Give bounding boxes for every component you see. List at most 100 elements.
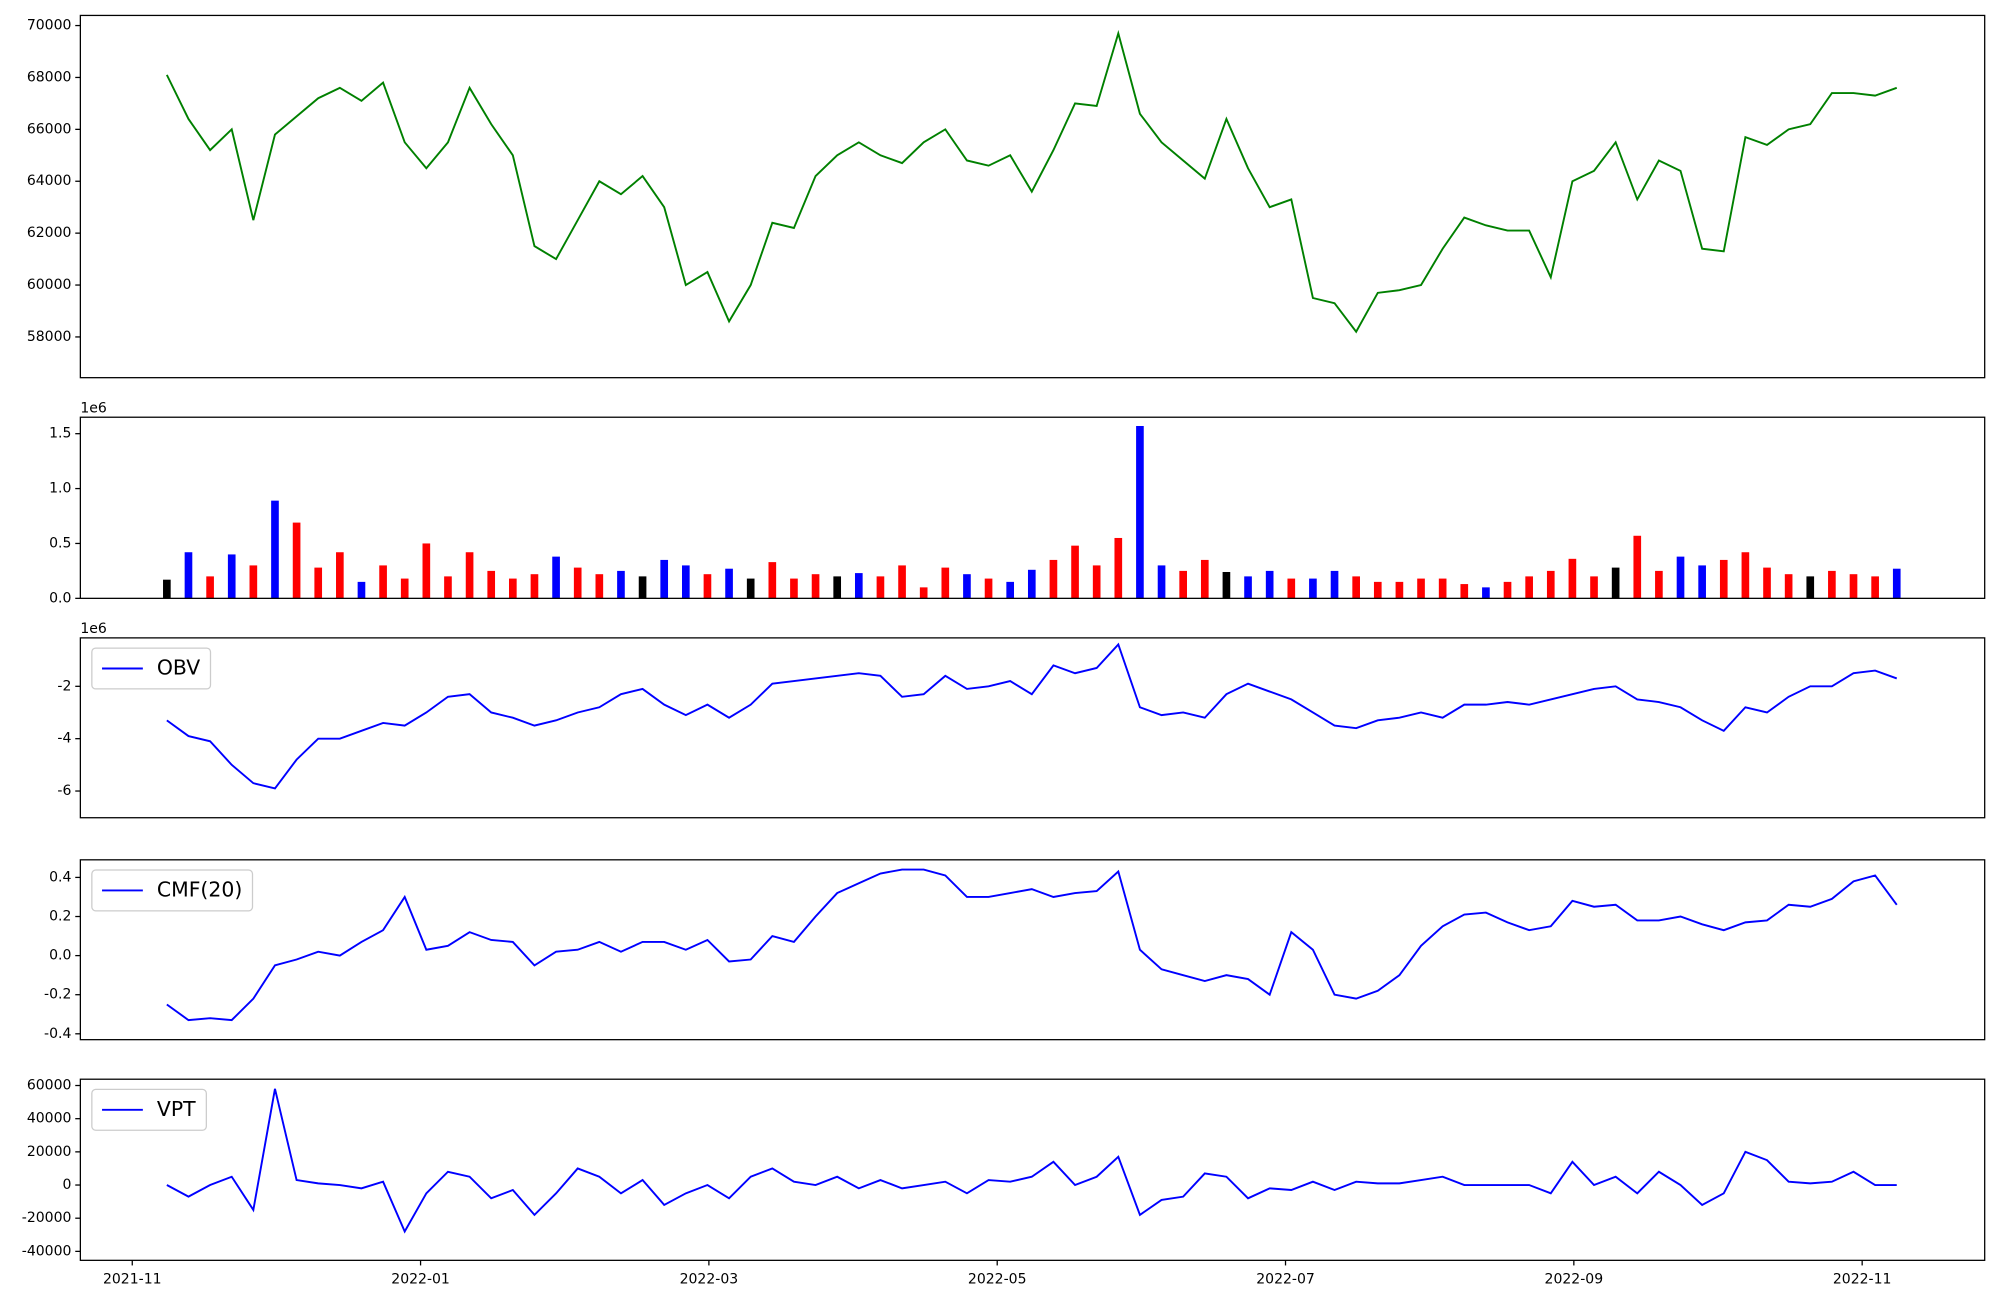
bar xyxy=(1806,576,1815,599)
bar xyxy=(292,522,301,599)
y-tick-label: 68000 xyxy=(27,69,72,85)
legend-label: CMF(20) xyxy=(157,877,242,901)
y-tick-label: -2 xyxy=(57,678,71,694)
bar xyxy=(876,576,885,599)
bar xyxy=(357,581,366,599)
bar xyxy=(1633,535,1642,599)
bar xyxy=(1395,581,1404,599)
x-tick-label: 2021-11 xyxy=(103,1271,162,1287)
y-tick-label: 64000 xyxy=(27,173,72,189)
bar xyxy=(249,565,258,599)
bar xyxy=(1784,574,1793,599)
legend-label: VPT xyxy=(157,1097,196,1121)
bar xyxy=(530,574,539,599)
bar xyxy=(487,570,496,599)
bar xyxy=(1871,576,1879,599)
bar xyxy=(422,543,431,599)
bar xyxy=(1698,565,1706,599)
bar xyxy=(1655,570,1663,599)
axes-frame xyxy=(79,637,1986,819)
x-tick-label: 2022-05 xyxy=(968,1271,1027,1287)
bar xyxy=(1157,565,1166,599)
bar xyxy=(811,574,820,599)
y-tick-label: 0.0 xyxy=(49,948,71,964)
bar xyxy=(1071,545,1079,599)
subplot: 58000 60000 62000 64000 66000 68000 70000 xyxy=(27,14,1986,379)
bar xyxy=(314,567,323,599)
y-tick-label: 60000 xyxy=(27,1078,72,1094)
bar xyxy=(379,565,387,599)
line xyxy=(166,868,1898,1022)
bar xyxy=(898,565,906,599)
subplot: 0.0 0.5 1.0 1.5 1e6 xyxy=(49,400,1986,606)
bar xyxy=(1352,576,1360,599)
y-tick-label: 0 xyxy=(63,1177,72,1193)
y-tick-label: -0.4 xyxy=(44,1026,71,1042)
x-tick-label: 2022-09 xyxy=(1545,1271,1604,1287)
bar xyxy=(1092,565,1101,599)
axes-frame xyxy=(79,859,1986,1041)
bar xyxy=(790,578,798,599)
legend: CMF(20) xyxy=(91,869,254,912)
legend: OBV xyxy=(91,647,212,690)
bar xyxy=(271,500,279,599)
bar xyxy=(1438,578,1447,599)
bar xyxy=(595,574,604,599)
bar xyxy=(1222,571,1231,599)
y-tick-label: 20000 xyxy=(27,1144,72,1160)
y-tick-label: 60000 xyxy=(27,277,72,293)
bar xyxy=(1525,576,1533,599)
y-tick-label: -20000 xyxy=(22,1210,72,1226)
bar xyxy=(1006,581,1015,599)
bar xyxy=(573,567,582,599)
line xyxy=(166,642,1898,790)
line xyxy=(166,1088,1897,1234)
y-tick-label: 40000 xyxy=(27,1111,72,1127)
bar xyxy=(1287,578,1296,599)
bar xyxy=(1244,576,1252,599)
bar xyxy=(1741,552,1750,599)
y-tick-label: -0.2 xyxy=(44,987,71,1003)
bar xyxy=(919,587,928,599)
subplot: -0.4 -0.2 0.0 0.2 0.4 xyxy=(44,859,1986,1042)
line xyxy=(165,29,1898,334)
bar xyxy=(854,573,863,599)
bar xyxy=(1892,568,1901,599)
bar xyxy=(768,562,777,599)
bar xyxy=(725,568,733,599)
legend: VPT xyxy=(91,1088,207,1131)
bar xyxy=(1611,567,1620,599)
y-offset-label: 1e6 xyxy=(80,621,107,637)
bar xyxy=(1179,570,1187,599)
legend-box xyxy=(91,1088,207,1131)
axes-frame xyxy=(79,1078,1986,1261)
y-tick-label: 58000 xyxy=(27,329,72,345)
bar xyxy=(1136,426,1144,599)
legend-box xyxy=(91,869,254,912)
bar xyxy=(703,574,712,599)
x-tick-label: 2022-03 xyxy=(680,1271,739,1287)
y-tick-label: 70000 xyxy=(27,18,72,34)
y-tick-label: 62000 xyxy=(27,225,72,241)
legend-box xyxy=(91,647,212,690)
y-tick-label: 0.0 xyxy=(49,590,71,606)
bar xyxy=(1027,569,1036,599)
bar xyxy=(746,578,755,599)
bar xyxy=(1460,584,1469,599)
bar xyxy=(638,576,647,599)
bar xyxy=(1676,556,1685,599)
bar xyxy=(1265,570,1274,599)
bar xyxy=(184,552,193,599)
bar xyxy=(833,576,842,599)
bar xyxy=(163,579,171,599)
y-tick-label: 1.0 xyxy=(49,481,71,497)
bar xyxy=(681,565,690,599)
bar xyxy=(1200,559,1209,599)
bar xyxy=(1373,581,1382,599)
y-tick-label: -40000 xyxy=(22,1243,72,1259)
bar xyxy=(465,552,474,599)
bar xyxy=(336,552,344,599)
x-tick-label: 2022-11 xyxy=(1833,1271,1892,1287)
bar xyxy=(1590,576,1598,599)
